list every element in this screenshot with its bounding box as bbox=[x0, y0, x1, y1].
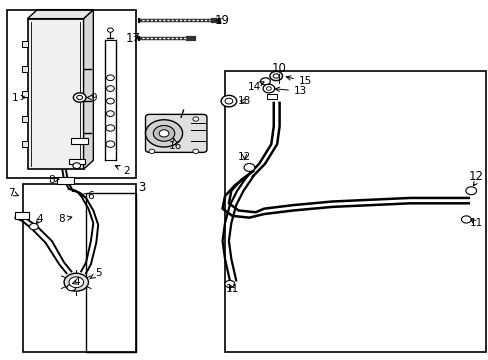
Circle shape bbox=[221, 95, 236, 107]
Text: 8: 8 bbox=[48, 175, 59, 185]
Bar bbox=[86, 193, 136, 352]
Text: 11: 11 bbox=[226, 284, 239, 294]
Text: 7: 7 bbox=[8, 188, 18, 198]
Circle shape bbox=[64, 273, 88, 291]
FancyBboxPatch shape bbox=[57, 177, 74, 184]
Circle shape bbox=[263, 84, 274, 93]
Bar bbox=[21, 141, 28, 147]
Bar bbox=[6, 10, 136, 178]
Text: 3: 3 bbox=[138, 181, 145, 194]
Text: 6: 6 bbox=[81, 191, 94, 201]
Circle shape bbox=[145, 120, 182, 147]
Text: 2: 2 bbox=[115, 166, 129, 176]
Circle shape bbox=[106, 75, 114, 81]
Text: 13: 13 bbox=[275, 86, 306, 96]
FancyBboxPatch shape bbox=[69, 159, 84, 164]
Circle shape bbox=[260, 78, 270, 85]
Circle shape bbox=[192, 117, 198, 121]
Circle shape bbox=[266, 87, 271, 90]
Circle shape bbox=[224, 98, 232, 104]
FancyBboxPatch shape bbox=[71, 138, 88, 144]
Circle shape bbox=[107, 28, 113, 32]
Circle shape bbox=[273, 74, 279, 78]
Circle shape bbox=[106, 86, 114, 91]
Circle shape bbox=[224, 280, 234, 288]
Circle shape bbox=[153, 126, 174, 141]
Circle shape bbox=[159, 130, 168, 137]
Polygon shape bbox=[83, 10, 93, 169]
Circle shape bbox=[67, 284, 76, 291]
Circle shape bbox=[106, 98, 114, 104]
Text: 9: 9 bbox=[87, 93, 97, 103]
Text: 5: 5 bbox=[90, 268, 102, 279]
Text: 12: 12 bbox=[237, 152, 251, 162]
Text: 10: 10 bbox=[271, 62, 285, 75]
Text: 17: 17 bbox=[125, 32, 141, 45]
Circle shape bbox=[73, 93, 86, 102]
Text: 11: 11 bbox=[468, 218, 482, 228]
Circle shape bbox=[106, 111, 114, 117]
Text: 16: 16 bbox=[168, 138, 182, 151]
FancyBboxPatch shape bbox=[145, 114, 206, 152]
Circle shape bbox=[106, 141, 115, 147]
Bar bbox=[27, 19, 83, 169]
Circle shape bbox=[192, 149, 198, 153]
Bar bbox=[267, 94, 277, 99]
Text: 1: 1 bbox=[12, 93, 25, 103]
Circle shape bbox=[73, 163, 81, 168]
Circle shape bbox=[465, 187, 476, 195]
Bar bbox=[21, 41, 28, 46]
Circle shape bbox=[461, 216, 470, 223]
Circle shape bbox=[69, 277, 83, 288]
Circle shape bbox=[77, 95, 82, 100]
Circle shape bbox=[149, 149, 155, 153]
Bar bbox=[21, 66, 28, 72]
Text: 4: 4 bbox=[72, 277, 80, 287]
Text: 18: 18 bbox=[237, 96, 251, 106]
Text: 12: 12 bbox=[468, 170, 483, 183]
Bar bbox=[21, 116, 28, 122]
Text: 8: 8 bbox=[58, 215, 72, 224]
Bar bbox=[21, 91, 28, 97]
FancyBboxPatch shape bbox=[15, 212, 29, 220]
Text: 15: 15 bbox=[285, 76, 311, 86]
Polygon shape bbox=[27, 10, 93, 19]
Circle shape bbox=[29, 224, 38, 230]
Text: 19: 19 bbox=[215, 14, 229, 27]
Bar bbox=[22, 184, 136, 352]
Circle shape bbox=[244, 163, 254, 171]
Circle shape bbox=[106, 125, 115, 131]
Bar bbox=[224, 71, 485, 352]
Circle shape bbox=[269, 71, 282, 81]
Text: 4: 4 bbox=[36, 215, 43, 224]
Text: 14: 14 bbox=[247, 82, 264, 92]
